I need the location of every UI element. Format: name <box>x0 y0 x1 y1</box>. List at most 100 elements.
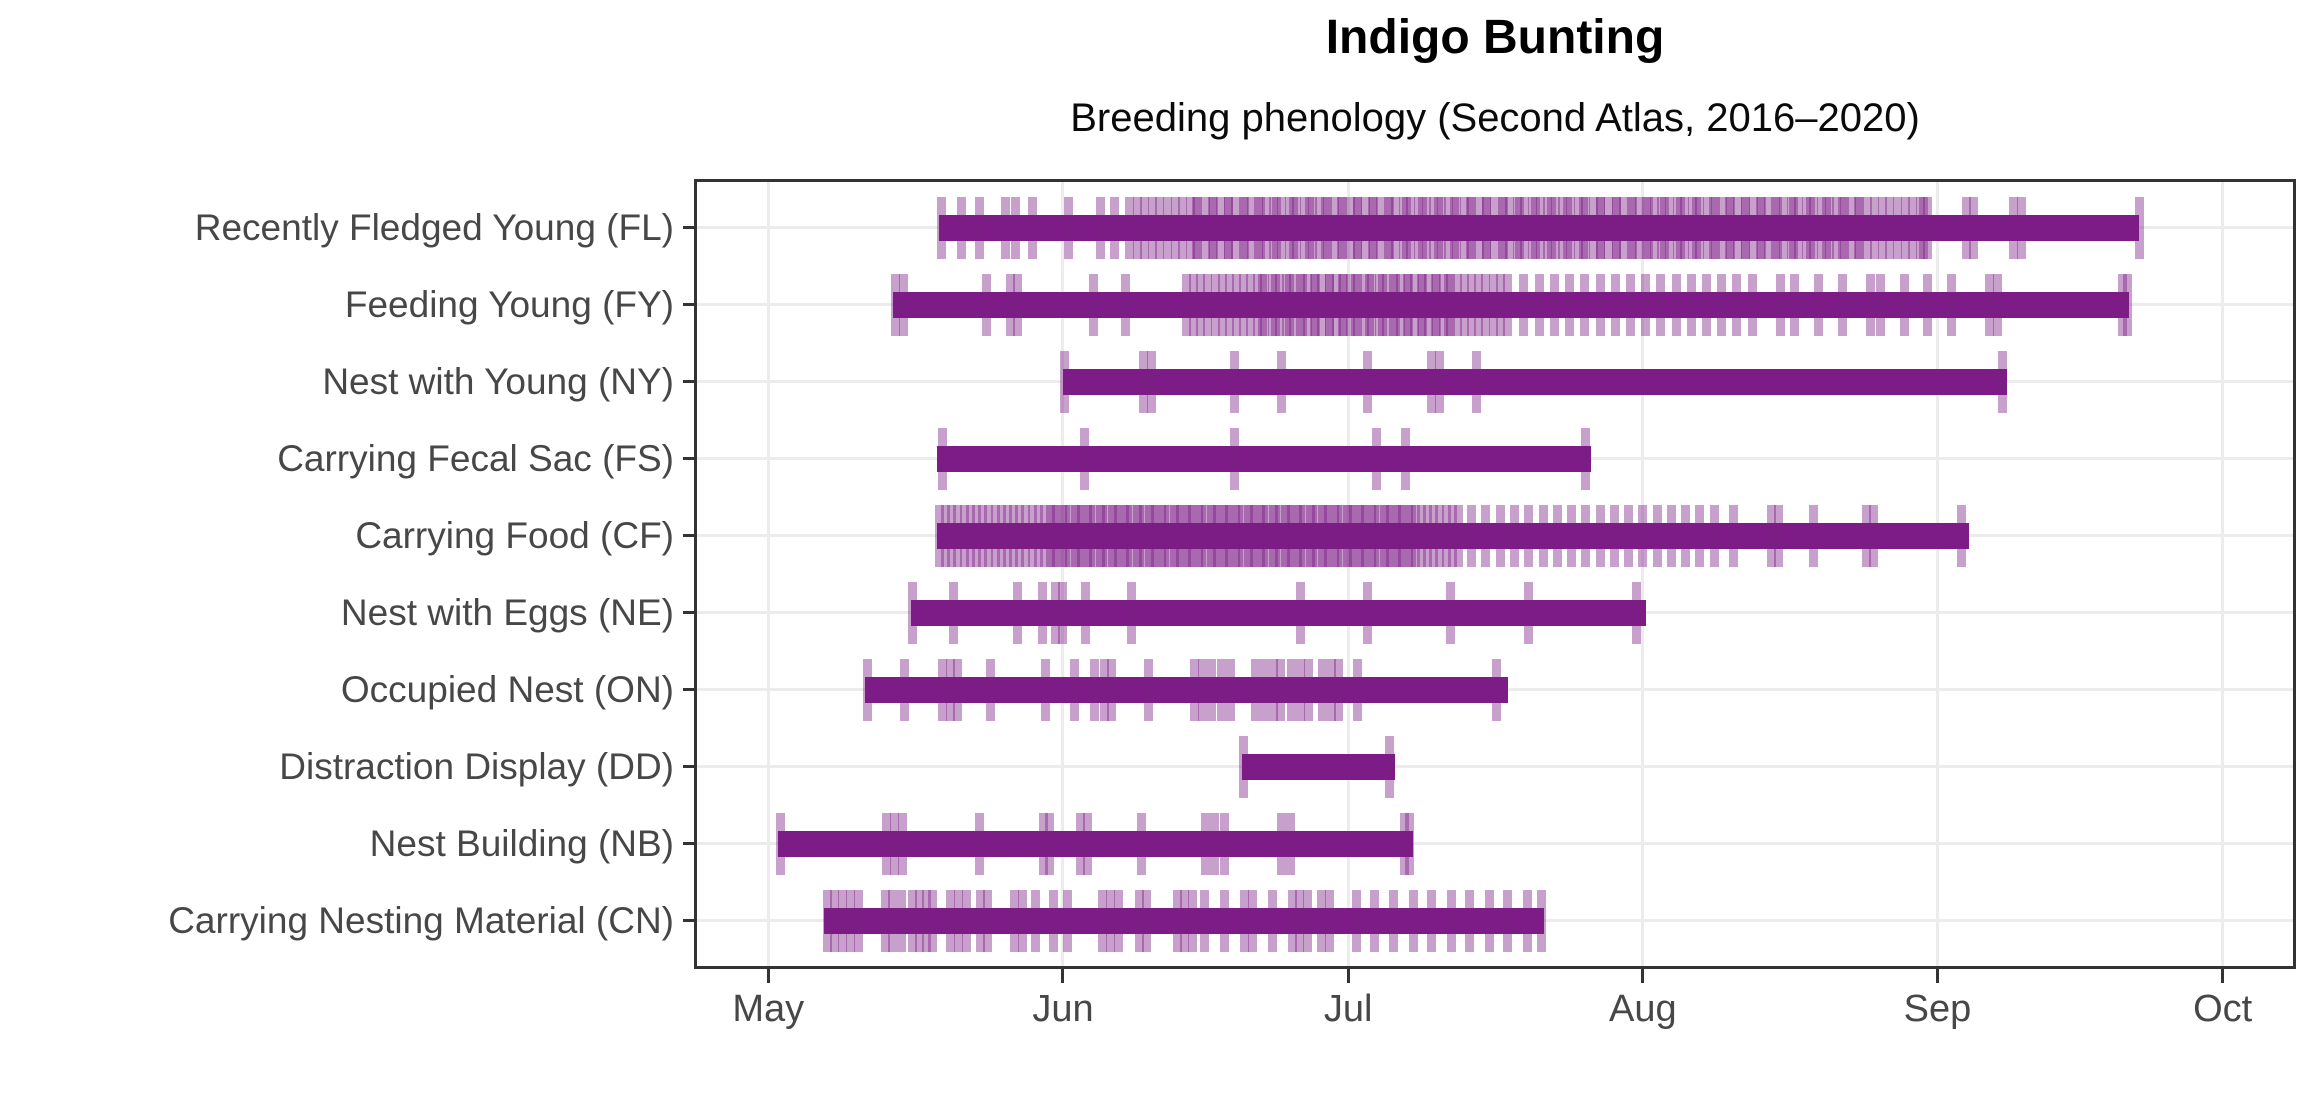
observation-tick-fy <box>1481 273 1491 336</box>
observation-tick-cn <box>1200 889 1210 952</box>
observation-tick-cn <box>1017 889 1027 952</box>
observation-tick-cf <box>1524 504 1534 567</box>
observation-tick-fl <box>1877 196 1887 259</box>
observation-tick-on <box>946 658 956 721</box>
observation-tick-nb <box>1083 812 1093 875</box>
y-axis-tickmark-ny <box>683 380 697 383</box>
observation-tick-fl <box>974 196 984 259</box>
observation-tick-ne <box>1446 581 1456 644</box>
observation-tick-cf <box>1567 504 1577 567</box>
observation-tick-fl <box>1284 196 1294 259</box>
x-axis-tickmark-jul <box>1346 969 1350 983</box>
observation-tick-cf <box>1869 504 1879 567</box>
observation-tick-cn <box>1030 889 1040 952</box>
observation-tick-cf <box>971 504 981 567</box>
observation-tick-cn <box>880 889 890 952</box>
observation-tick-fy <box>1258 273 1268 336</box>
observation-tick-cn <box>888 889 898 952</box>
x-axis-label-aug: Aug <box>1609 988 1677 1030</box>
observation-tick-ny <box>1434 350 1444 413</box>
observation-tick-cf <box>947 504 957 567</box>
observation-tick-fy <box>1610 273 1620 336</box>
observation-tick-dd <box>1384 735 1394 798</box>
observation-tick-fl <box>1001 196 1011 259</box>
observation-tick-fy <box>1671 273 1681 336</box>
observation-tick-fy <box>1702 273 1711 336</box>
observation-tick-cf <box>1157 504 1167 567</box>
observation-tick-fl <box>1627 196 1637 259</box>
observation-tick-cf <box>1392 504 1402 567</box>
observation-tick-fy <box>1438 273 1448 336</box>
observation-tick-cf <box>1728 504 1738 567</box>
observation-tick-fy <box>1534 273 1544 336</box>
observation-tick-cn <box>1105 889 1115 952</box>
observation-tick-fl <box>1261 196 1271 259</box>
observation-tick-cn <box>822 889 832 952</box>
range-bar-ny <box>1062 368 2007 395</box>
observation-tick-ne <box>1631 581 1641 644</box>
observation-tick-fl <box>1579 196 1589 259</box>
observation-tick-ny <box>1139 350 1149 413</box>
observation-tick-fl <box>1256 196 1266 259</box>
observation-tick-fl <box>1611 196 1621 259</box>
observation-tick-fl <box>1778 196 1788 259</box>
observation-tick-ny <box>1146 350 1156 413</box>
observation-tick-fy <box>1317 273 1327 336</box>
observation-tick-fy <box>1239 273 1249 336</box>
y-axis-label-fs: Carrying Fecal Sac (FS) <box>277 437 674 479</box>
observation-tick-cf <box>1581 504 1591 567</box>
observation-tick-fl <box>1908 196 1918 259</box>
observation-tick-fy <box>1364 273 1374 336</box>
x-axis-tickmark-oct <box>2221 969 2225 983</box>
observation-tick-fl <box>1687 196 1697 259</box>
observation-tick-cn <box>1317 889 1327 952</box>
observation-tick-fl <box>1969 196 1979 259</box>
observation-tick-fy <box>1495 273 1505 336</box>
observation-tick-fl <box>1801 196 1811 259</box>
observation-tick-fy <box>1006 273 1016 336</box>
range-bar-ne <box>910 599 1646 626</box>
observation-tick-fl <box>1644 196 1654 259</box>
observation-tick-fy <box>1121 273 1131 336</box>
observation-tick-fl <box>1573 196 1583 259</box>
observation-tick-ny <box>1997 350 2007 413</box>
observation-tick-on <box>1259 658 1269 721</box>
observation-tick-fl <box>1566 196 1576 259</box>
observation-tick-fy <box>1656 273 1666 336</box>
observation-tick-fy <box>2123 273 2133 336</box>
observation-tick-fy <box>1088 273 1098 336</box>
observation-tick-fl <box>1718 196 1728 259</box>
observation-tick-cn <box>1220 889 1230 952</box>
observation-tick-cf <box>1467 504 1477 567</box>
observation-tick-fy <box>1641 273 1651 336</box>
observation-tick-fl <box>2009 196 2019 259</box>
observation-tick-nb <box>1220 812 1230 875</box>
observation-tick-ny <box>1362 350 1372 413</box>
observation-tick-fl <box>1406 196 1416 259</box>
observation-tick-fy <box>1837 273 1847 336</box>
observation-tick-cf <box>1064 504 1074 567</box>
observation-tick-fl <box>1467 196 1477 259</box>
observation-tick-fl <box>1771 196 1781 259</box>
observation-tick-cf <box>1221 504 1231 567</box>
observation-tick-fl <box>1132 196 1142 259</box>
observation-tick-ne <box>1037 581 1047 644</box>
observation-tick-fl <box>1482 196 1492 259</box>
observation-tick-fl <box>1809 196 1819 259</box>
observation-tick-fy <box>1246 273 1256 336</box>
observation-tick-cf <box>1652 504 1662 567</box>
y-axis-tickmark-on <box>683 688 697 691</box>
observation-tick-on <box>1225 658 1235 721</box>
x-axis-label-jun: Jun <box>1032 988 1094 1030</box>
observation-tick-on <box>1106 658 1116 721</box>
observation-tick-cf <box>1095 504 1105 567</box>
observation-tick-fl <box>1336 196 1346 259</box>
observation-tick-on <box>1353 658 1363 721</box>
observation-tick-nb <box>1201 812 1211 875</box>
observation-tick-fs <box>1400 427 1410 490</box>
observation-tick-fl <box>1773 196 1783 259</box>
observation-tick-cn <box>1295 889 1305 952</box>
observation-tick-fy <box>1467 273 1477 336</box>
observation-tick-fl <box>1223 196 1233 259</box>
observation-tick-cn <box>1536 889 1546 952</box>
